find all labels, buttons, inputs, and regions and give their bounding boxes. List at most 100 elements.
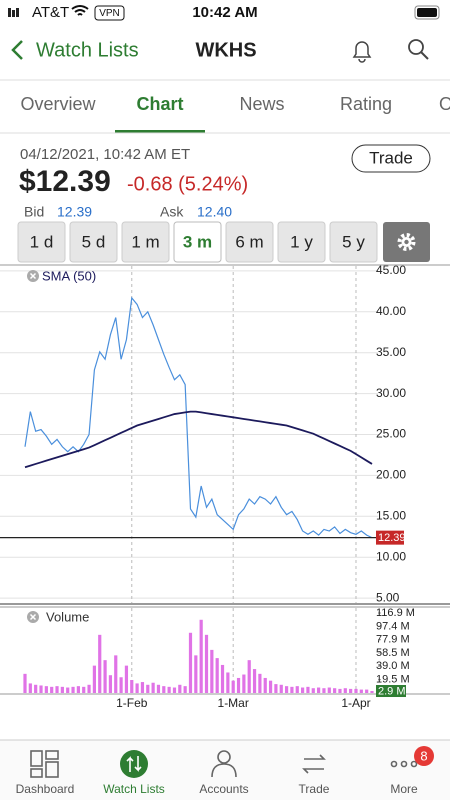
volume-bar [279,684,283,693]
volume-bar [172,687,177,693]
price-change: -0.68 (5.24%) [127,173,248,195]
y-tick-label: 45.00 [376,263,406,277]
y-tick-label: 19.5 M [376,674,410,686]
range-button[interactable]: 1 d [17,221,66,263]
tab-bar-item[interactable]: Accounts [199,782,248,796]
range-button[interactable]: 3 m [173,221,222,263]
more-icon [400,760,408,768]
watchlists-icon [126,756,142,772]
tab[interactable]: O [439,94,450,114]
volume-bar [274,684,278,693]
y-tick-label: 58.5 M [376,647,410,659]
volume-bar [263,677,267,693]
volume-bar [44,686,48,693]
volume-bar [98,634,102,693]
range-button-label: 5 y [342,232,365,251]
volume-bar [333,688,337,693]
price-line [24,296,373,539]
volume-bar [306,686,310,693]
settings-button[interactable] [383,222,430,262]
volume-bar [55,686,59,693]
alert-button[interactable] [352,41,372,63]
volume-bar [301,687,305,693]
range-button[interactable]: 1 m [121,221,170,263]
gear-icon [404,239,409,245]
legend-label: SMA (50) [42,268,96,283]
volume-bar [82,686,86,693]
range-button-frame [69,221,118,263]
volume-bar [284,686,289,693]
tab-bar-item[interactable]: Trade [299,782,330,796]
signal-icon [16,8,19,17]
dashboard-icon [30,768,43,778]
tab-bar-label: Trade [299,782,330,796]
tab-bar-label: Dashboard [16,782,75,796]
legend-close-icon[interactable] [29,272,37,280]
volume-bar [231,680,235,693]
bid-value: 12.39 [57,204,92,220]
gear-icon [397,233,416,251]
last-price-label: 12.39 [378,532,406,544]
volume-bar [140,682,145,693]
volume-bar [167,686,171,693]
volume-bar [156,684,161,693]
range-button[interactable]: 5 d [69,221,118,263]
volume-bar [162,686,166,693]
range-button[interactable]: 5 y [329,221,378,263]
signal-icon [12,10,15,17]
y-tick-label: 39.0 M [376,660,410,672]
legend-close-icon[interactable] [29,613,37,621]
search-button[interactable] [408,39,429,60]
tab[interactable]: Chart [115,94,205,133]
tab-bar-item[interactable]: Dashboard [16,782,75,796]
volume-bar [215,658,219,693]
accounts-icon [217,750,231,764]
dashboard-icon [45,750,59,760]
tab[interactable]: Overview [20,94,96,114]
range-button-label: 1 y [290,232,313,251]
volume-bar [365,689,369,693]
y-tick-label: 116.9 M [376,607,415,619]
volume-bar [268,680,273,693]
ask-label: Ask [160,204,184,220]
volume-bar [354,688,358,693]
wifi-icon [71,5,89,16]
volume-bar [183,686,187,693]
volume-bar [34,684,38,693]
trade-button[interactable]: Trade [351,144,431,173]
volume-bar [151,682,155,693]
y-tick-label: 30.00 [376,386,406,400]
carrier: AT&T [32,4,69,21]
volume-bar [199,619,203,693]
tab-indicator [115,130,205,133]
range-button-frame [17,221,66,263]
back-button[interactable]: Watch Lists [11,39,139,61]
range-selector: 1 d 5 d 1 m 3 m 6 m 1 y 5 y [17,221,378,263]
volume-bar [317,687,321,693]
tab[interactable]: News [239,94,284,114]
tab-label: Overview [20,94,96,114]
volume-bar [92,665,96,693]
volume-bar [178,684,182,693]
dashboard-icon [30,750,43,767]
y-tick-label: 77.9 M [376,634,410,646]
range-button[interactable]: 1 y [277,221,326,263]
bell-icon [352,41,372,63]
tab-bar-item[interactable]: Watch Lists [103,782,165,796]
timestamp: 04/12/2021, 10:42 AM ET [20,146,190,163]
range-button-label: 1 d [30,232,54,251]
volume-bar [124,665,129,693]
tab[interactable]: Rating [340,94,392,114]
range-button[interactable]: 6 m [225,221,274,263]
price-line [24,410,373,469]
dashboard-icon [45,761,59,778]
y-tick-label: 97.4 M [376,620,410,632]
last-volume-label: 2.9 M [378,685,406,697]
y-tick-label: 15.00 [376,508,406,522]
tab-bar-item[interactable]: More [390,782,418,796]
volume-bar [50,686,54,693]
volume-bar [130,679,134,693]
badge-count: 8 [420,748,427,763]
volume-bar [220,664,225,693]
